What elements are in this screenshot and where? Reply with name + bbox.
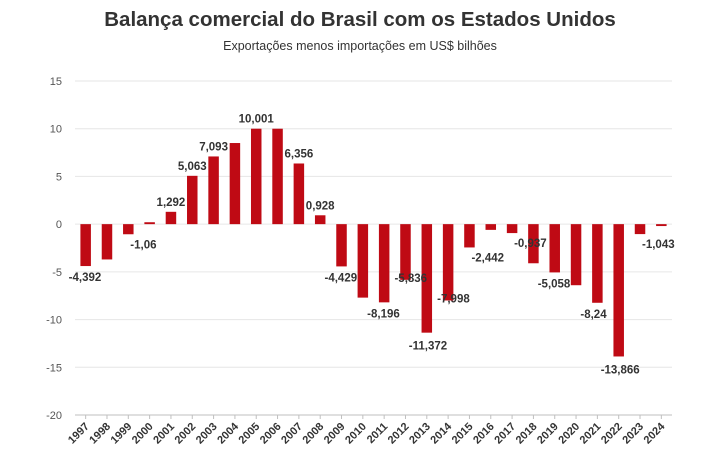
data-label: -4,392 bbox=[69, 272, 102, 284]
data-label: -7,998 bbox=[437, 293, 470, 305]
x-tick-label: 2009 bbox=[322, 421, 348, 447]
x-tick-label: 2010 bbox=[343, 421, 369, 447]
data-label: 7,093 bbox=[199, 141, 228, 153]
x-tick-label: 2016 bbox=[471, 421, 497, 447]
data-label: -1,06 bbox=[130, 239, 156, 251]
x-tick-label: 1999 bbox=[109, 421, 135, 447]
bar bbox=[123, 224, 134, 235]
y-tick-label: 15 bbox=[50, 76, 62, 88]
x-tick-label: 2020 bbox=[556, 421, 582, 447]
data-label: -5,058 bbox=[538, 278, 571, 290]
bar bbox=[378, 224, 390, 303]
y-tick-label: -10 bbox=[46, 315, 62, 327]
data-labels: -4,392 -1,06 1,292 5,063 7,093 10,001 6,356 0,9… bbox=[69, 114, 675, 377]
data-label: -0,937 bbox=[514, 238, 547, 250]
bar bbox=[464, 224, 475, 248]
bars bbox=[80, 128, 667, 357]
data-label: 0,928 bbox=[306, 200, 335, 212]
x-tick-label: 2001 bbox=[151, 421, 177, 447]
chart-title: Balança comercial do Brasil com os Estad… bbox=[104, 8, 616, 31]
gridlines bbox=[75, 80, 672, 416]
bar bbox=[592, 224, 603, 303]
data-label: -11,372 bbox=[409, 341, 447, 353]
x-tick-label: 2017 bbox=[492, 421, 518, 447]
x-tick-label: 2018 bbox=[514, 421, 540, 447]
bar bbox=[80, 224, 91, 267]
bar bbox=[570, 224, 582, 286]
bar bbox=[293, 163, 305, 225]
bar bbox=[442, 224, 454, 301]
x-tick-label: 2021 bbox=[578, 421, 604, 447]
y-tick-label: 5 bbox=[56, 171, 62, 183]
x-tick-label: 2003 bbox=[194, 421, 220, 447]
x-tick-label: 2022 bbox=[599, 421, 625, 447]
x-tick-label: 2004 bbox=[215, 420, 241, 446]
x-tick-label: 2015 bbox=[450, 421, 476, 447]
bar bbox=[187, 175, 198, 225]
bar bbox=[485, 224, 497, 230]
x-tick-label: 2005 bbox=[237, 421, 263, 447]
data-label: -4,429 bbox=[325, 272, 358, 284]
x-tick-label: 2006 bbox=[258, 421, 284, 447]
x-tick-label: 2007 bbox=[279, 421, 305, 447]
data-label: -8,24 bbox=[580, 309, 607, 321]
bar bbox=[656, 224, 667, 227]
y-tick-label: 10 bbox=[50, 124, 62, 136]
bar bbox=[400, 224, 411, 280]
x-tick-label: 2013 bbox=[407, 421, 433, 447]
data-label: -1,043 bbox=[642, 239, 675, 251]
bar bbox=[549, 224, 560, 273]
data-label: 6,356 bbox=[284, 148, 313, 160]
y-tick-label: -20 bbox=[46, 410, 62, 422]
data-label: 1,292 bbox=[157, 197, 186, 209]
bar bbox=[101, 224, 113, 260]
bar bbox=[613, 224, 624, 357]
x-tick-label: 2014 bbox=[428, 420, 454, 446]
bar bbox=[272, 128, 283, 225]
bar bbox=[208, 156, 219, 225]
x-tick-label: 2019 bbox=[535, 421, 561, 447]
x-tick-label: 2002 bbox=[173, 421, 199, 447]
bar bbox=[165, 211, 177, 225]
bar bbox=[357, 224, 369, 298]
bar bbox=[528, 224, 539, 264]
data-label: -8,196 bbox=[367, 308, 400, 320]
chart-subtitle: Exportações menos importações em US$ bil… bbox=[223, 39, 497, 53]
bar bbox=[229, 143, 241, 225]
y-tick-label: 0 bbox=[56, 219, 62, 231]
bar bbox=[634, 224, 646, 235]
bar bbox=[144, 222, 155, 225]
x-tick-label: 2000 bbox=[130, 421, 156, 447]
x-tick-label: 1997 bbox=[66, 421, 92, 447]
x-tick-label: 1998 bbox=[87, 421, 113, 447]
y-tick-label: -5 bbox=[52, 267, 62, 279]
bar bbox=[314, 215, 326, 225]
x-tick-label: 2012 bbox=[386, 421, 412, 447]
y-tick-label: -15 bbox=[46, 362, 62, 374]
data-label: -5,836 bbox=[394, 273, 427, 285]
data-label: -2,442 bbox=[471, 252, 504, 264]
bar bbox=[421, 224, 433, 333]
data-label: -13,866 bbox=[601, 364, 640, 376]
bar bbox=[506, 224, 518, 234]
bar bbox=[250, 128, 262, 225]
x-tick-label: 2011 bbox=[365, 421, 390, 446]
x-tick-label: 2023 bbox=[620, 421, 646, 447]
y-axis: 15 10 5 0 -5 -10 -15 -20 bbox=[46, 76, 62, 422]
x-tick-label: 2024 bbox=[642, 420, 668, 446]
data-label: 5,063 bbox=[178, 161, 207, 173]
bar bbox=[336, 224, 347, 267]
data-label: 10,001 bbox=[239, 114, 275, 126]
x-tick-label: 2008 bbox=[301, 421, 327, 447]
x-axis: 1997199819992000200120022003200420052006… bbox=[66, 414, 672, 447]
